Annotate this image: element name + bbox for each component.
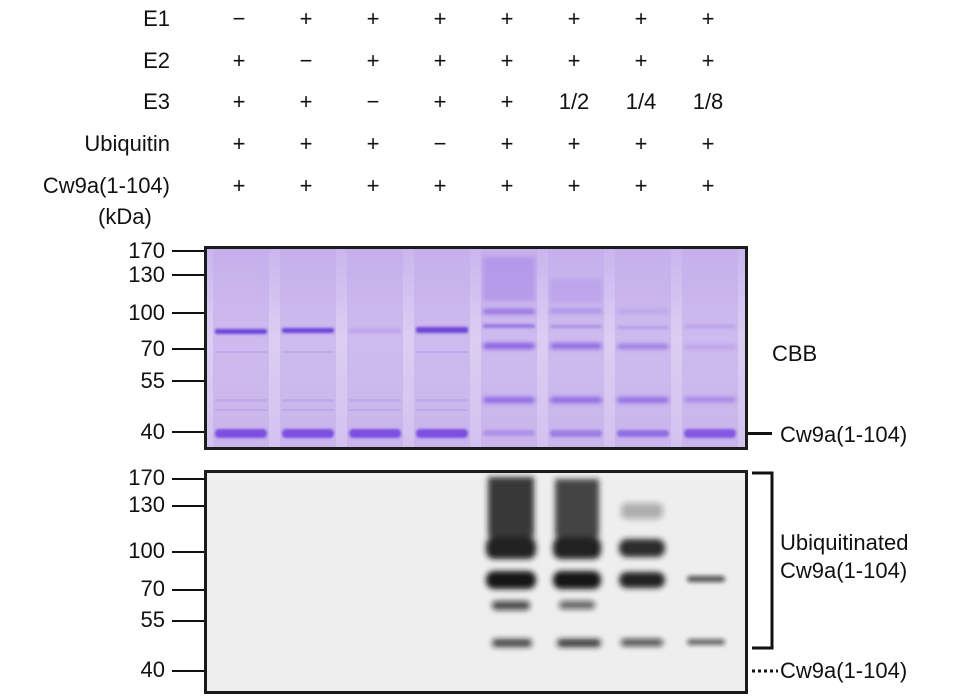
cbb-marker-170: 170: [128, 238, 165, 263]
blot-marker-55: 55: [140, 607, 165, 632]
blot-tick-100: [172, 551, 204, 553]
cell-row2-lane4: +: [433, 89, 447, 114]
cell-row4-lane4: +: [433, 173, 447, 198]
cell-row2-lane2: +: [299, 89, 313, 114]
cbb-tick-70: [172, 348, 204, 350]
cell-row0-lane8: +: [701, 6, 715, 31]
blot-panel: [204, 470, 748, 694]
cbb-marker-100: 100: [128, 300, 165, 325]
cbb-tick-100: [172, 312, 204, 314]
cbb-gel-image: [207, 249, 745, 447]
ubiquitinated-label-line1: Ubiquitinated: [780, 530, 909, 555]
cell-row3-lane1: +: [232, 131, 246, 156]
cbb-marker-70: 70: [140, 336, 165, 361]
cell-row1-lane6: +: [567, 48, 581, 73]
cell-row3-lane2: +: [299, 131, 313, 156]
cbb-marker-130: 130: [128, 262, 165, 287]
blot-marker-130: 130: [128, 492, 165, 517]
cell-row0-lane3: +: [366, 6, 380, 31]
cell-row2-lane5: +: [500, 89, 514, 114]
blot-marker-70: 70: [140, 576, 165, 601]
cell-row1-lane5: +: [500, 48, 514, 73]
cell-row1-lane3: +: [366, 48, 380, 73]
blot-band-label: Cw9a(1-104): [780, 658, 908, 683]
blot-band-pointer-dotted: [752, 669, 778, 673]
ubiquitinated-label: Ubiquitinated Cw9a(1-104): [780, 529, 908, 584]
cell-row4-lane3: +: [366, 173, 380, 198]
cell-row3-lane6: +: [567, 131, 581, 156]
cell-row4-lane8: +: [701, 173, 715, 198]
blot-tick-70: [172, 589, 204, 591]
cell-row0-lane2: +: [299, 6, 313, 31]
cell-row3-lane4: −: [433, 131, 447, 156]
cell-row4-lane5: +: [500, 173, 514, 198]
cell-row1-lane1: +: [232, 48, 246, 73]
row-label-e2: E2: [143, 48, 170, 73]
cell-row2-lane3: −: [366, 89, 380, 114]
cell-row3-lane7: +: [634, 131, 648, 156]
cbb-tick-130: [172, 274, 204, 276]
blot-tick-55: [172, 620, 204, 622]
cell-row0-lane7: +: [634, 6, 648, 31]
cbb-tick-40: [172, 431, 204, 433]
row-label-e3: E3: [143, 89, 170, 114]
row-label-cw9a: Cw9a(1-104): [42, 173, 170, 198]
cbb-band-pointer-line: [748, 432, 772, 435]
cbb-tick-55: [172, 380, 204, 382]
cell-row4-lane1: +: [232, 173, 246, 198]
row-label-ubiquitin: Ubiquitin: [84, 131, 170, 156]
blot-image: [207, 473, 745, 691]
cell-row2-lane8: 1/8: [692, 89, 724, 114]
cell-row1-lane7: +: [634, 48, 648, 73]
cell-row2-lane7: 1/4: [625, 89, 657, 114]
cell-row0-lane4: +: [433, 6, 447, 31]
cell-row2-lane6: 1/2: [558, 89, 590, 114]
cell-row0-lane5: +: [500, 6, 514, 31]
cbb-tick-170: [172, 250, 204, 252]
cbb-marker-40: 40: [140, 419, 165, 444]
blot-tick-170: [172, 478, 204, 480]
blot-marker-100: 100: [128, 538, 165, 563]
cell-row4-lane2: +: [299, 173, 313, 198]
ubiquitinated-label-line2: Cw9a(1-104): [780, 557, 908, 583]
cell-row0-lane1: −: [232, 6, 246, 31]
mw-unit-label: (kDa): [98, 204, 152, 229]
blot-tick-130: [172, 505, 204, 507]
cell-row1-lane2: −: [299, 48, 313, 73]
blot-marker-40: 40: [140, 657, 165, 682]
cell-row2-lane1: +: [232, 89, 246, 114]
row-label-e1: E1: [143, 6, 170, 31]
cell-row3-lane3: +: [366, 131, 380, 156]
cell-row4-lane6: +: [567, 173, 581, 198]
cbb-band-label: Cw9a(1-104): [780, 422, 908, 447]
ubiquitinated-bracket: [752, 471, 774, 650]
blot-marker-170: 170: [128, 465, 165, 490]
cell-row1-lane8: +: [701, 48, 715, 73]
blot-tick-40: [172, 670, 204, 672]
cbb-gel-panel: [204, 246, 748, 450]
cell-row3-lane8: +: [701, 131, 715, 156]
cell-row1-lane4: +: [433, 48, 447, 73]
cell-row3-lane5: +: [500, 131, 514, 156]
cell-row0-lane6: +: [567, 6, 581, 31]
cell-row4-lane7: +: [634, 173, 648, 198]
cbb-marker-55: 55: [140, 368, 165, 393]
cbb-label: CBB: [772, 341, 818, 366]
